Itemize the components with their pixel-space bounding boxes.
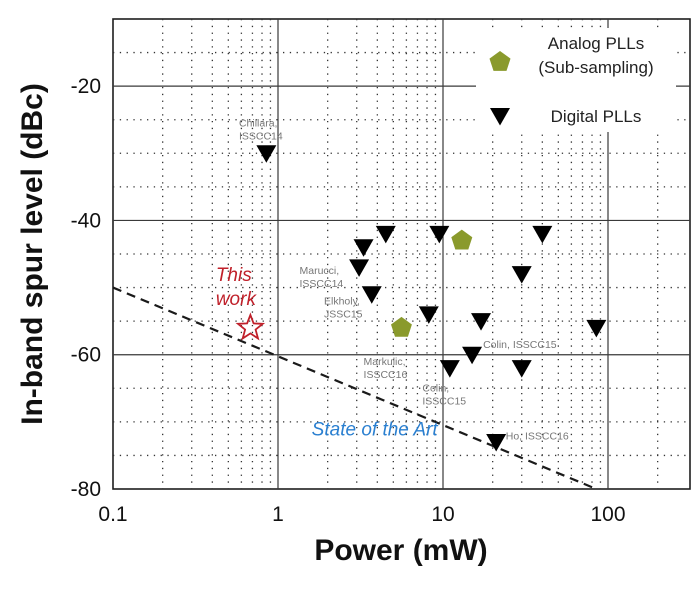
digital-pll-point xyxy=(486,434,507,452)
y-tick-label: -20 xyxy=(71,75,101,98)
annotation-line: State of the Art xyxy=(312,419,439,440)
legend-pentagon-marker xyxy=(489,51,511,71)
digital-pll-point xyxy=(429,225,450,244)
x-tick-label: 1 xyxy=(272,503,284,526)
legend-label: Digital PLLs xyxy=(551,107,642,126)
legend-label: Analog PLLs (Sub-sampling) xyxy=(538,34,653,77)
digital-pll-point xyxy=(439,360,460,378)
digital-pll-point xyxy=(375,225,396,244)
digital-pll-point xyxy=(511,266,532,284)
annotation-line: JSSC15 xyxy=(324,308,363,320)
legend: Analog PLLs (Sub-sampling) Digital PLLs xyxy=(476,28,676,132)
digital-pll-point xyxy=(532,225,553,244)
marks-layer xyxy=(235,145,607,452)
digital-pll-point xyxy=(353,239,374,257)
this-work-label: This work xyxy=(216,265,258,310)
legend-label-line: Digital PLLs xyxy=(551,107,642,126)
digital-pll-point xyxy=(511,360,532,378)
digital-pll-point xyxy=(586,319,607,338)
annotation-line: ISSCC14 xyxy=(300,278,344,290)
reference-label: Chillara, ISSCC14 xyxy=(239,117,283,142)
reference-label: Markulic, ISSCC16 xyxy=(364,356,408,381)
legend-background xyxy=(476,28,676,132)
x-tick-label: 100 xyxy=(590,503,625,526)
x-tick-label: 0.1 xyxy=(98,503,127,526)
annotation-line: work xyxy=(216,289,258,310)
annotation-line: ISSCC16 xyxy=(364,369,408,381)
legend-label-line: Analog PLLs xyxy=(548,34,644,53)
analog-pll-point xyxy=(451,229,473,250)
state-of-art-label: State of the Art xyxy=(312,419,439,440)
annotation-line: Markulic, xyxy=(364,356,406,368)
annotation-line: Colin, xyxy=(422,383,449,395)
minor-grid xyxy=(113,19,690,489)
y-tick-label: -40 xyxy=(71,209,101,232)
reference-label: Ho, ISSCC16 xyxy=(506,430,569,442)
annotation-line: ISSCC14 xyxy=(239,130,283,142)
trend-layer xyxy=(112,286,597,491)
y-axis-title: In-band spur level (dBc) xyxy=(16,83,49,425)
x-tick-label: 10 xyxy=(431,503,454,526)
analog-pll-point xyxy=(391,316,412,337)
digital-pll-point xyxy=(462,346,483,365)
major-grid xyxy=(113,19,690,489)
legend-triangle-marker xyxy=(490,108,510,126)
this-work-point xyxy=(235,312,266,341)
y-tick-label: -60 xyxy=(71,344,101,367)
annotation-line: This xyxy=(216,265,252,286)
digital-pll-point xyxy=(471,313,492,331)
digital-pll-point xyxy=(361,286,382,304)
legend-label-line: (Sub-sampling) xyxy=(538,58,653,77)
annotation-line: Chillara, xyxy=(239,117,278,129)
digital-pll-point xyxy=(256,145,277,163)
reference-label: Marucci, ISSCC14 xyxy=(300,265,344,290)
annotation-line: Ho, ISSCC16 xyxy=(506,430,569,442)
digital-pll-point xyxy=(349,259,370,277)
annotation-line: Elkholy, xyxy=(324,295,360,307)
tick-labels: 0.1 1 10 100 -20 -40 -60 -80 xyxy=(71,75,626,526)
reference-label: Elkholy, JSSC15 xyxy=(324,295,363,320)
reference-label: Colin, ISSCC15 xyxy=(483,339,557,351)
y-tick-label: -80 xyxy=(71,478,101,501)
annotation-line: Marucci, xyxy=(300,265,340,277)
state-of-art-trend-line xyxy=(112,286,597,491)
digital-pll-point xyxy=(418,306,439,324)
reference-label: Colin, ISSCC15 xyxy=(422,383,466,408)
annotation-line: ISSCC15 xyxy=(422,396,466,408)
annotation-line: Colin, ISSCC15 xyxy=(483,339,557,351)
x-axis-title: Power (mW) xyxy=(314,534,487,567)
